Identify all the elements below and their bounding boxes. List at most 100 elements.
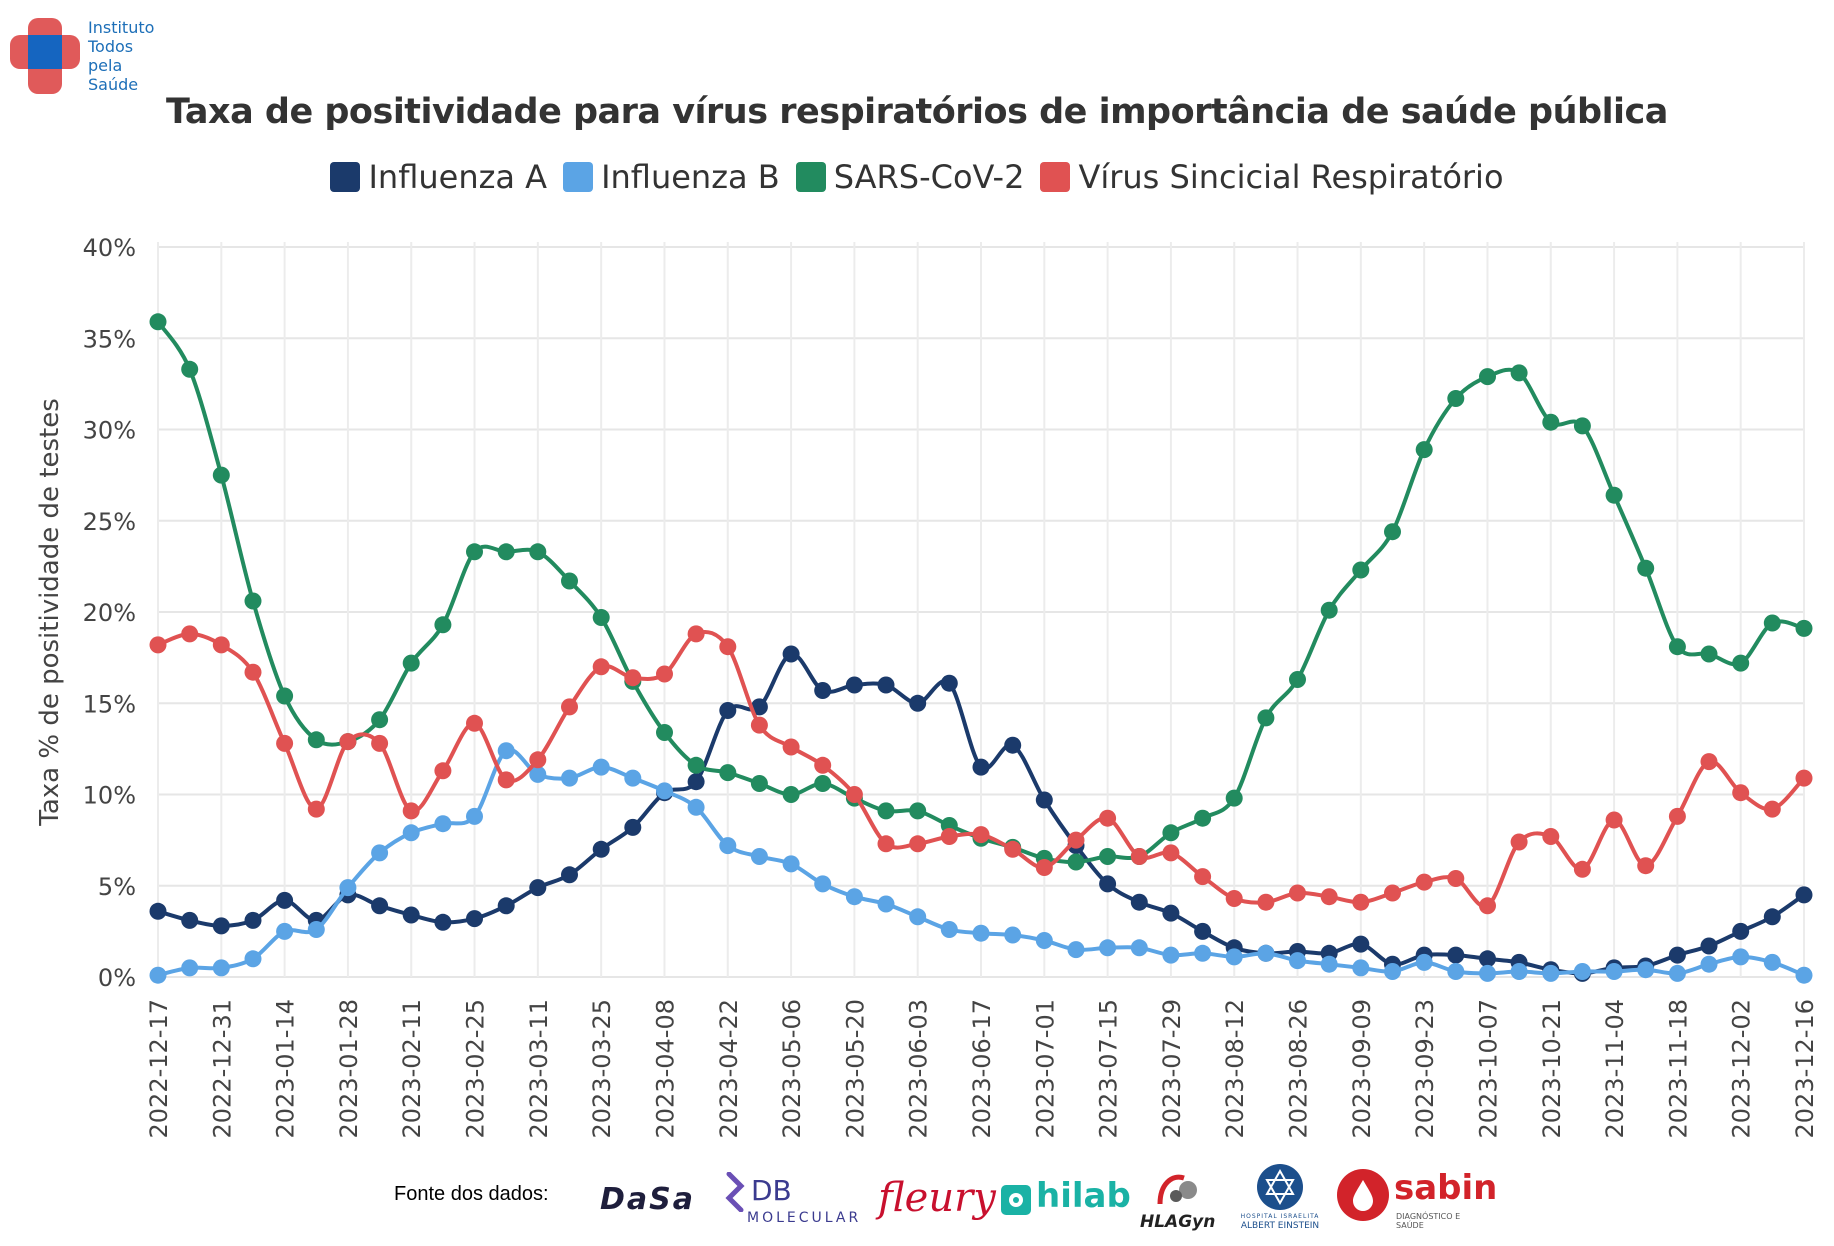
data-point-influenza-b [1479, 964, 1496, 982]
data-point-influenza-a [497, 897, 515, 915]
data-point-sars-cov-2 [466, 543, 483, 561]
x-tick-label: 2023-06-03 [905, 999, 933, 1138]
hilab-icon [1001, 1185, 1031, 1215]
data-point-influenza-b [1162, 946, 1180, 964]
data-point-influenza-a [212, 917, 230, 935]
x-tick-label: 2023-04-08 [651, 999, 679, 1138]
data-point-sars-cov-2 [1384, 523, 1401, 541]
data-point-influenza-b [719, 837, 737, 855]
data-point-influenza-b [1225, 948, 1243, 966]
data-point-influenza-b [1573, 963, 1591, 980]
data-point-influenza-b [1415, 953, 1433, 971]
data-point-sars-cov-2 [1415, 441, 1433, 459]
x-tick-label: 2023-03-11 [525, 999, 553, 1138]
data-point-influenza-b [845, 888, 863, 906]
data-point-virus-sincicial-respiratorio [149, 636, 167, 654]
data-point-sars-cov-2 [497, 543, 515, 561]
y-tick-label: 5% [98, 873, 136, 901]
legend-item[interactable]: Influenza B [563, 158, 780, 196]
data-point-influenza-a [1479, 950, 1496, 968]
data-point-sars-cov-2 [181, 360, 199, 378]
data-point-sars-cov-2 [561, 572, 578, 590]
x-tick-label: 2023-10-07 [1474, 999, 1502, 1138]
data-point-influenza-a [782, 645, 800, 663]
data-point-influenza-a [1130, 893, 1148, 911]
data-point-virus-sincicial-respiratorio [1257, 893, 1275, 911]
data-point-influenza-a [624, 818, 642, 836]
data-point-influenza-b [212, 959, 230, 977]
legend-item[interactable]: Vírus Sincicial Respiratório [1040, 158, 1504, 196]
data-point-virus-sincicial-respiratorio [1035, 859, 1053, 876]
data-point-sars-cov-2 [1510, 364, 1528, 382]
data-point-sars-cov-2 [1162, 824, 1180, 842]
data-point-influenza-b [1194, 944, 1212, 962]
data-point-sars-cov-2 [719, 764, 737, 782]
data-point-virus-sincicial-respiratorio [1384, 884, 1401, 902]
data-point-influenza-b [244, 950, 262, 968]
data-point-influenza-a [1732, 922, 1750, 940]
data-point-influenza-b [1732, 948, 1750, 966]
data-point-influenza-b [181, 959, 199, 977]
data-point-influenza-b [434, 815, 452, 833]
y-tick-label: 35% [83, 325, 136, 353]
data-point-sars-cov-2 [656, 724, 673, 741]
sabin-icon [1337, 1169, 1389, 1221]
y-tick-label: 40% [83, 234, 136, 262]
source-logo-hilab: hilab [1000, 1172, 1131, 1228]
data-point-virus-sincicial-respiratorio [371, 734, 389, 752]
hilab-wordmark: hilab [1036, 1176, 1131, 1216]
x-tick-label: 2023-05-06 [778, 999, 806, 1138]
x-tick-label: 2023-07-01 [1031, 999, 1059, 1138]
data-point-influenza-b [1795, 966, 1813, 984]
data-point-influenza-b [1510, 963, 1528, 980]
y-tick-label: 0% [98, 964, 136, 992]
data-point-virus-sincicial-respiratorio [624, 669, 642, 687]
data-point-influenza-a [1194, 922, 1212, 940]
db-subtitle: MOLECULAR [747, 1210, 862, 1226]
data-point-influenza-b [402, 824, 420, 842]
data-point-influenza-b [1352, 959, 1370, 977]
data-point-virus-sincicial-respiratorio [276, 734, 294, 752]
data-point-sars-cov-2 [1194, 809, 1212, 827]
data-point-influenza-b [750, 848, 768, 865]
legend-item[interactable]: Influenza A [330, 158, 547, 196]
data-point-influenza-b [624, 769, 642, 787]
data-point-virus-sincicial-respiratorio [1352, 893, 1370, 911]
data-point-influenza-a [1763, 908, 1781, 926]
data-point-virus-sincicial-respiratorio [1162, 844, 1180, 862]
data-point-virus-sincicial-respiratorio [782, 738, 800, 756]
data-point-sars-cov-2 [529, 543, 547, 561]
data-point-sars-cov-2 [1795, 619, 1813, 637]
x-tick-label: 2022-12-17 [145, 999, 173, 1138]
data-point-virus-sincicial-respiratorio [1004, 840, 1022, 858]
legend-item[interactable]: SARS-CoV-2 [795, 158, 1024, 196]
data-point-influenza-a [371, 897, 389, 915]
brand-name-line: Instituto [88, 18, 155, 37]
data-point-influenza-a [1035, 791, 1053, 809]
sources-label: Fonte dos dados: [394, 1183, 549, 1205]
data-point-sars-cov-2 [1700, 645, 1718, 663]
data-point-influenza-a [1668, 946, 1686, 964]
legend-label: Influenza B [601, 158, 780, 196]
legend-label: Vírus Sincicial Respiratório [1078, 158, 1504, 196]
y-tick-label: 25% [83, 508, 136, 536]
einstein-subtitle: HOSPITAL ISRAELITA [1240, 1213, 1320, 1220]
data-point-virus-sincicial-respiratorio [1542, 828, 1560, 845]
data-point-sars-cov-2 [750, 775, 768, 792]
data-point-influenza-b [1320, 955, 1338, 973]
data-point-influenza-b [1447, 963, 1465, 980]
data-point-virus-sincicial-respiratorio [339, 733, 357, 751]
data-point-virus-sincicial-respiratorio [212, 636, 230, 654]
x-tick-label: 2023-08-12 [1221, 999, 1249, 1138]
data-point-influenza-b [1035, 932, 1053, 949]
data-point-sars-cov-2 [1320, 601, 1338, 619]
source-logo-einstein: HOSPITAL ISRAELITA ALBERT EINSTEIN [1228, 1162, 1332, 1234]
data-point-sars-cov-2 [1067, 853, 1085, 871]
data-point-influenza-b [1130, 939, 1148, 957]
data-point-sars-cov-2 [877, 802, 895, 820]
y-axis-label: Taxa % de positividade de testes [35, 398, 65, 826]
data-point-influenza-b [1004, 926, 1022, 944]
data-point-influenza-b [592, 758, 610, 776]
data-point-virus-sincicial-respiratorio [529, 751, 547, 769]
data-point-influenza-a [845, 676, 863, 694]
